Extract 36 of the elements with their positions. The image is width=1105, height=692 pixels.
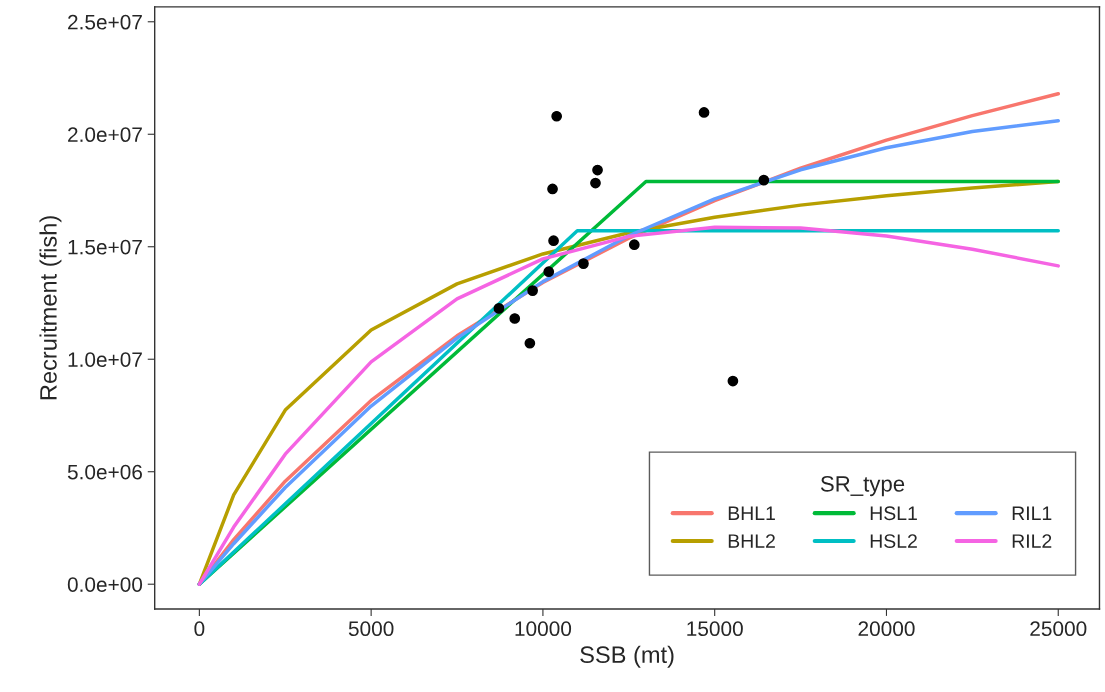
point xyxy=(548,235,559,247)
y-tick-label: 0.0e+00 xyxy=(67,577,143,592)
point xyxy=(727,375,739,387)
x-tick-label: 0 xyxy=(194,621,205,637)
point xyxy=(628,239,640,251)
legend-label: BHL2 xyxy=(728,534,775,548)
legend-label: HSL2 xyxy=(870,534,917,548)
legend-label: RIL2 xyxy=(1012,534,1052,548)
x-tick-label: 25000 xyxy=(1030,621,1087,637)
x-tick-label: 15000 xyxy=(687,621,743,637)
point xyxy=(547,183,558,195)
x-tick-label: 20000 xyxy=(858,621,915,637)
point xyxy=(592,164,603,176)
x-axis-title: SSB (mt) xyxy=(580,645,674,668)
point xyxy=(590,177,601,189)
point xyxy=(509,313,521,324)
point xyxy=(543,266,555,278)
point xyxy=(578,258,589,269)
legend-label: RIL1 xyxy=(1012,506,1052,520)
y-tick-label: 1.5e+07 xyxy=(68,239,142,255)
legend-label: BHL1 xyxy=(728,506,775,520)
point xyxy=(758,174,770,186)
y-tick-label: 2.5e+07 xyxy=(68,14,142,30)
x-tick-label: 10000 xyxy=(515,621,572,637)
legend-label: HSL1 xyxy=(870,506,917,521)
point xyxy=(493,303,505,314)
x-tick-label: 5000 xyxy=(348,621,394,637)
legend-title: SR_type xyxy=(820,476,905,497)
point xyxy=(551,110,563,122)
point xyxy=(527,285,538,296)
y-tick-label: 5.0e+06 xyxy=(67,464,142,480)
y-axis-title: Recruitment (fish) xyxy=(39,216,62,400)
point xyxy=(698,107,710,118)
y-tick-label: 1.0e+07 xyxy=(68,352,142,367)
y-tick-label: 2.0e+07 xyxy=(68,127,142,143)
point xyxy=(524,337,536,349)
